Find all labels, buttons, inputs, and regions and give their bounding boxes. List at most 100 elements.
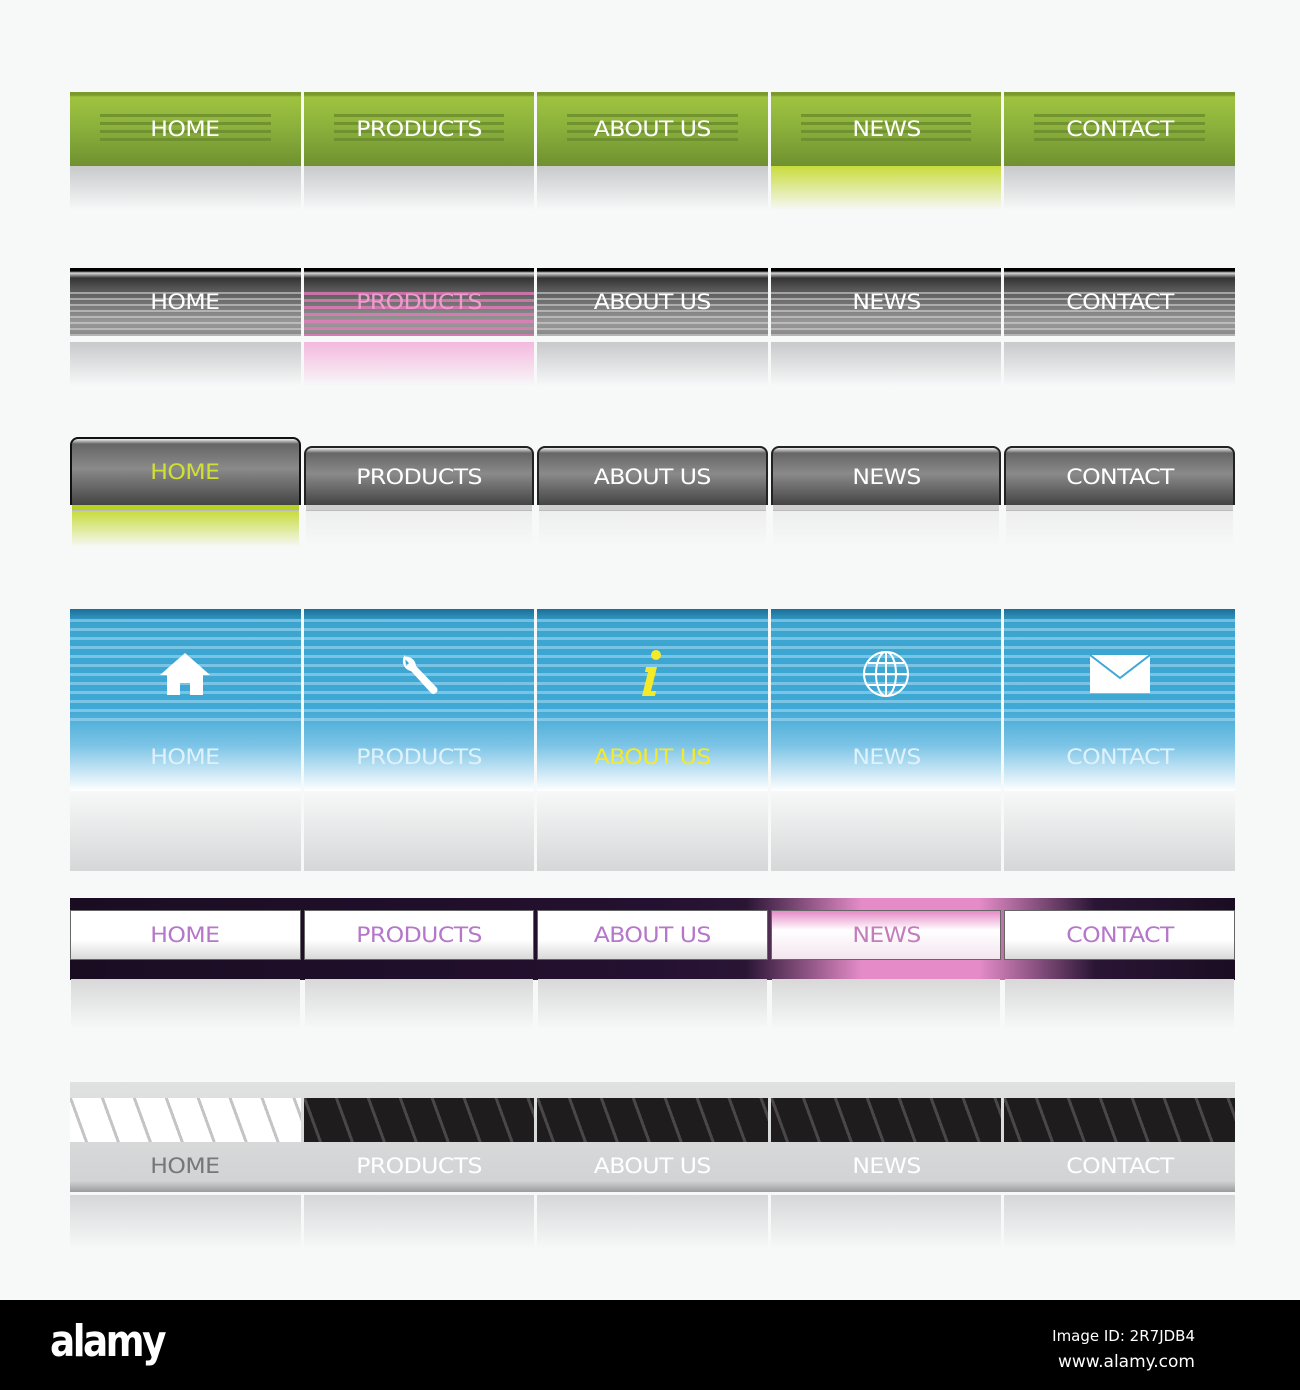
nav-item-products[interactable]: PRODUCTS	[303, 268, 535, 386]
nav-bar-green: HOME PRODUCTS ABOUT US NEWS CONTACT	[70, 92, 1235, 210]
reflection	[537, 166, 768, 210]
reflection	[305, 505, 533, 547]
nav-bar-gray-striped: HOME PRODUCTS ABOUT US NEWS CONTACT	[70, 268, 1235, 386]
home-icon	[158, 649, 212, 699]
image-id: Image ID: 2R7JDB4	[1052, 1327, 1195, 1345]
nav-item-label: PRODUCTS	[356, 745, 482, 769]
nav-item-about-us[interactable]: ABOUT US	[537, 609, 768, 871]
reflection	[770, 1195, 1002, 1249]
nav-item-label: NEWS	[851, 290, 921, 314]
nav-item-home[interactable]: HOME	[70, 910, 301, 1029]
nav-item-label: CONTACT	[1065, 923, 1174, 947]
nav-item-home[interactable]: HOME	[70, 437, 301, 547]
nav-item-contact[interactable]: CONTACT	[1004, 609, 1235, 871]
reflection	[303, 1195, 535, 1249]
reflection	[70, 1195, 301, 1249]
nav-item-contact[interactable]: CONTACT	[1004, 92, 1235, 210]
reflection	[70, 791, 301, 871]
reflection	[538, 979, 767, 1029]
reflection	[304, 979, 534, 1029]
site-url: www.alamy.com	[1057, 1352, 1195, 1372]
nav-item-news[interactable]: NEWS	[770, 92, 1002, 210]
reflection	[72, 505, 299, 547]
reflection	[539, 505, 766, 547]
nav-item-news[interactable]: NEWS	[770, 446, 1002, 547]
nav-item-home[interactable]: HOME	[70, 268, 301, 386]
nav-item-label: HOME	[150, 460, 221, 484]
nav-item-home[interactable]: HOME	[70, 92, 301, 210]
nav-item-products[interactable]: PRODUCTS	[303, 609, 535, 871]
nav-item-home[interactable]: HOME	[70, 1098, 301, 1249]
nav-item-about-us[interactable]: ABOUT US	[537, 268, 768, 386]
nav-item-news[interactable]: NEWS	[770, 910, 1002, 1029]
reflection	[303, 342, 535, 386]
nav-item-contact[interactable]: CONTACT	[1004, 910, 1235, 1029]
reflection	[71, 979, 300, 1029]
nav-item-label: CONTACT	[1065, 117, 1174, 141]
nav-item-about-us[interactable]: ABOUT US	[537, 446, 768, 547]
pattern-swatch	[303, 1098, 535, 1142]
nav-item-label: PRODUCTS	[356, 1154, 482, 1178]
nav-item-home[interactable]: HOME	[70, 609, 301, 871]
nav-item-label: HOME	[150, 923, 221, 947]
wrench-icon	[397, 649, 441, 699]
nav-item-label: HOME	[150, 745, 221, 769]
nav-item-contact[interactable]: CONTACT	[1004, 446, 1235, 547]
nav-item-label: HOME	[150, 1154, 221, 1178]
reflection	[1006, 505, 1233, 547]
reflection	[771, 979, 1001, 1029]
nav-item-label: NEWS	[851, 745, 921, 769]
nav-item-label: PRODUCTS	[356, 923, 482, 947]
nav-bar-gray-tabs: HOME PRODUCTS ABOUT US NEWS CONTACT	[70, 437, 1235, 547]
nav-item-about-us[interactable]: ABOUT US	[537, 910, 768, 1029]
nav-item-products[interactable]: PRODUCTS	[303, 910, 535, 1029]
nav-item-label: PRODUCTS	[356, 290, 482, 314]
nav-item-about-us[interactable]: ABOUT US	[537, 92, 768, 210]
reflection	[537, 342, 768, 386]
reflection	[1004, 791, 1235, 871]
nav-item-products[interactable]: PRODUCTS	[303, 1098, 535, 1249]
info-icon	[640, 649, 664, 699]
nav-item-news[interactable]: NEWS	[770, 1098, 1002, 1249]
nav-item-label: CONTACT	[1065, 464, 1174, 489]
reflection	[1004, 1195, 1235, 1249]
pattern-swatch	[537, 1098, 768, 1142]
reflection	[1004, 342, 1235, 386]
reflection	[70, 166, 301, 210]
nav-item-label: ABOUT US	[593, 117, 712, 141]
pattern-swatch	[770, 1098, 1002, 1142]
nav-item-news[interactable]: NEWS	[770, 609, 1002, 871]
nav-item-label: ABOUT US	[593, 1154, 712, 1178]
nav-bar-gray-patterned: HOME PRODUCTS ABOUT US NEWS CONTACT	[70, 1082, 1235, 1249]
pattern-swatch	[70, 1098, 301, 1142]
nav-item-label: PRODUCTS	[356, 464, 482, 489]
nav-item-label: NEWS	[851, 117, 921, 141]
nav-item-products[interactable]: PRODUCTS	[303, 92, 535, 210]
watermark-footer: alamy Image ID: 2R7JDB4 www.alamy.com	[0, 1300, 1300, 1390]
nav-item-label: NEWS	[851, 1154, 921, 1178]
nav-item-label: CONTACT	[1065, 745, 1174, 769]
reflection	[303, 791, 535, 871]
nav-item-label: ABOUT US	[593, 464, 712, 489]
nav-item-label: ABOUT US	[593, 923, 712, 947]
nav-item-contact[interactable]: CONTACT	[1004, 268, 1235, 386]
nav-item-label: ABOUT US	[593, 290, 712, 314]
reflection	[70, 342, 301, 386]
reflection	[772, 505, 1000, 547]
nav-item-products[interactable]: PRODUCTS	[303, 446, 535, 547]
reflection	[770, 791, 1002, 871]
nav-item-news[interactable]: NEWS	[770, 268, 1002, 386]
pattern-swatch	[1004, 1098, 1235, 1142]
alamy-logo: alamy	[50, 1316, 166, 1367]
envelope-icon	[1089, 649, 1151, 699]
nav-item-label: HOME	[150, 290, 221, 314]
nav-bar-purple: HOME PRODUCTS ABOUT US NEWS CONTACT	[70, 898, 1235, 1029]
reflection	[770, 166, 1002, 210]
nav-bar-blue-icons: HOME PRODUCTS ABOUT US NEWS CONTACT	[70, 609, 1235, 871]
nav-item-label: CONTACT	[1065, 1154, 1174, 1178]
globe-icon	[857, 649, 915, 699]
reflection	[537, 1195, 768, 1249]
nav-item-about-us[interactable]: ABOUT US	[537, 1098, 768, 1249]
nav-item-label: ABOUT US	[593, 745, 712, 769]
nav-item-contact[interactable]: CONTACT	[1004, 1098, 1235, 1249]
